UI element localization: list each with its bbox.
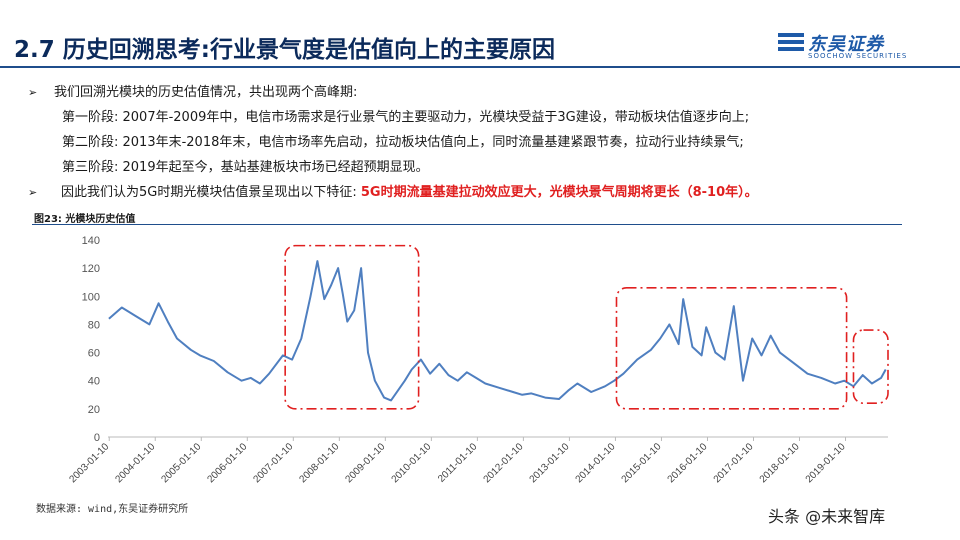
x-tick-label: 2007-01-10 [251,441,295,485]
title-divider [0,66,960,68]
y-tick-label: 120 [82,263,100,275]
bullet-list: ➢ 我们回溯光模块的历史估值情况，共出现两个高峰期: 第一阶段: 2007年-2… [28,80,936,205]
brand-name-cn: 东吴证券 [808,34,884,55]
intro-text: 我们回溯光模块的历史估值情况，共出现两个高峰期: [54,85,358,100]
bullet-arrow-icon: ➢ [28,86,38,99]
y-tick-label: 140 [82,235,100,247]
valuation-series-line [108,260,887,402]
y-tick-label: 60 [88,348,100,360]
x-tick-label: 2014-01-10 [574,441,618,485]
highlight-box-stage-3 [852,329,889,405]
highlight-box-stage-1 [284,244,420,410]
series-layer [108,260,887,402]
figure-divider [32,224,902,225]
brand-mark-icon [778,33,804,51]
x-tick-label: 2019-01-10 [804,441,848,485]
x-tick-label: 2006-01-10 [205,441,249,485]
y-tick-label: 100 [82,291,100,303]
x-tick-label: 2017-01-10 [712,441,756,485]
highlight-box-stage-2 [615,287,848,410]
x-tick-label: 2015-01-10 [620,441,664,485]
x-tick-label: 2003-01-10 [67,441,111,485]
page-title: 2.7 历史回溯思考:行业景气度是估值向上的主要原因 [14,37,555,63]
bullet-intro: ➢ 我们回溯光模块的历史估值情况，共出现两个高峰期: [28,80,936,105]
y-tick-label: 0 [94,432,100,444]
x-tick-label: 2008-01-10 [298,441,342,485]
x-tick-label: 2004-01-10 [113,441,157,485]
watermark: 头条 @未来智库 [768,507,886,526]
x-tick-label: 2013-01-10 [528,441,572,485]
stage-1: 第一阶段: 2007年-2009年中，电信市场需求是行业景气的主要驱动力，光模块… [62,110,750,125]
brand-logo: 东吴证券 SOOCHOW SECURITIES [776,28,926,64]
brand-name-en: SOOCHOW SECURITIES [808,52,908,60]
figure-label: 图23: 光模块历史估值 [34,214,136,225]
title-bar: 2.7 历史回溯思考:行业景气度是估值向上的主要原因 东吴证券 SOOCHOW … [0,0,960,68]
x-axis: 2003-01-10 2004-01-10 2005-01-10 2006-01-10… [67,436,888,485]
x-tick-label: 2009-01-10 [344,441,388,485]
y-tick-label: 40 [88,376,100,388]
stage-2: 第二阶段: 2013年末-2018年末，电信市场率先启动，拉动板块估值向上，同时… [62,135,744,150]
conclusion-prefix: 因此我们认为5G时期光模块估值景呈现出以下特征: [61,185,357,200]
x-tick-label: 2010-01-10 [390,441,434,485]
data-source: 数据来源: wind,东吴证券研究所 [36,504,189,515]
x-tick-label: 2005-01-10 [159,441,203,485]
stage-3: 第三阶段: 2019年起至今，基站基建板块市场已经超预期显现。 [62,160,429,175]
conclusion-highlight: 5G时期流量基建拉动效应更大，光模块景气周期将更长（8-10年）。 [360,185,758,200]
bullet-arrow-icon: ➢ [28,186,38,199]
highlight-boxes [284,244,889,410]
bullet-conclusion: ➢ 因此我们认为5G时期光模块估值景呈现出以下特征: 5G时期流量基建拉动效应更… [28,180,936,205]
y-tick-label: 20 [88,404,100,416]
x-tick-label: 2011-01-10 [436,441,480,485]
y-tick-label: 80 [88,319,100,331]
x-tick-label: 2018-01-10 [758,441,802,485]
y-axis: 0 20 40 60 80 100 120 140 [82,235,100,444]
x-tick-label: 2012-01-10 [482,441,526,485]
x-tick-label: 2016-01-10 [666,441,710,485]
